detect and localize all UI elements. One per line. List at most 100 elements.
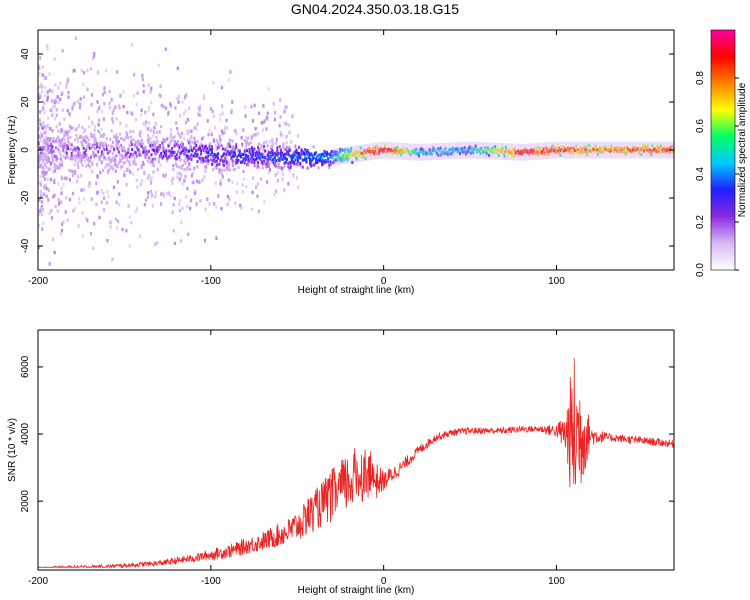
spectro-cell [279, 130, 282, 134]
spectro-cell [650, 149, 653, 153]
spectro-cell [135, 146, 138, 150]
spectro-cell [537, 146, 540, 150]
spectro-cell [115, 135, 118, 140]
spectro-cell [139, 144, 142, 148]
spectro-cell [586, 152, 589, 156]
spectro-cell [65, 151, 68, 155]
spectro-cell [278, 123, 281, 128]
spectro-cell [42, 160, 45, 165]
spectro-cell [221, 159, 224, 163]
spectro-cell [194, 152, 197, 156]
spectro-cell [60, 138, 63, 142]
spectro-cell [513, 147, 516, 151]
spectro-cell [86, 145, 89, 149]
spectro-cell [199, 104, 202, 109]
spectro-cell [321, 157, 324, 161]
spectro-cell [273, 192, 276, 197]
spectro-cell [40, 212, 43, 217]
spectro-cell [149, 181, 153, 185]
spectro-cell [287, 182, 290, 186]
spectro-cell [479, 142, 482, 159]
y-tick-label: 20 [20, 96, 31, 108]
spectro-cell [308, 160, 311, 164]
spectro-cell [553, 149, 556, 153]
spectro-cell [116, 180, 119, 184]
spectro-cell [93, 128, 96, 132]
spectro-cell [91, 145, 94, 149]
spectro-cell [221, 104, 224, 108]
spectro-cell [182, 112, 186, 116]
spectro-cell [502, 143, 505, 160]
spectro-cell [450, 142, 453, 160]
spectro-cell [219, 117, 222, 122]
spectro-cell [207, 151, 210, 155]
spectro-cell [168, 149, 171, 153]
spectro-cell [184, 150, 187, 154]
spectro-cell [421, 147, 424, 151]
spectro-cell [96, 100, 99, 104]
spectro-cell [98, 157, 101, 161]
spectro-cell [296, 158, 299, 162]
spectro-cell [633, 147, 636, 151]
spectro-cell [404, 149, 407, 153]
spectro-cell [282, 142, 285, 146]
spectro-cell [115, 154, 118, 158]
spectro-cell [62, 154, 65, 158]
colorbar: 0.00.20.40.60.8 Normalized spectral ampl… [695, 29, 748, 277]
spectro-cell [168, 143, 172, 148]
spectro-cell [616, 141, 618, 159]
spectro-cell [213, 157, 216, 161]
spectro-cell [70, 157, 73, 161]
spectro-cell [207, 132, 210, 137]
spectro-cell [185, 148, 188, 152]
spectro-cell [169, 104, 172, 108]
spectro-cell [506, 149, 509, 153]
spectro-cell [165, 149, 168, 153]
spectro-cell [52, 137, 55, 141]
spectro-cell [220, 155, 223, 159]
spectro-cell [437, 147, 440, 151]
spectro-cell [201, 178, 204, 182]
spectro-cell [283, 164, 286, 168]
spectro-cell [306, 166, 309, 170]
spectro-cell [245, 142, 248, 146]
spectro-cell [630, 141, 633, 159]
spectro-cell [125, 153, 128, 157]
spectro-cell [279, 154, 282, 158]
spectro-cell [323, 154, 326, 158]
spectro-cell [146, 195, 150, 199]
spectro-cell [48, 146, 51, 150]
spectro-cell [253, 147, 256, 151]
spectro-cell [79, 159, 82, 163]
spectro-cell [651, 150, 654, 154]
spectro-cell [489, 149, 492, 153]
spectro-cell [42, 185, 45, 190]
spectro-cell [183, 95, 187, 99]
spectro-cell [209, 148, 212, 152]
spectro-cell [243, 157, 246, 161]
spectro-cell [440, 142, 443, 160]
spectro-cell [151, 160, 154, 164]
spectro-cell [59, 97, 62, 102]
spectro-cell [128, 215, 131, 220]
spectro-cell [110, 129, 113, 133]
spectro-cell [266, 111, 269, 115]
spectro-cell [92, 151, 95, 155]
spectro-cell [214, 155, 217, 159]
spectro-cell [353, 153, 356, 157]
spectro-cell [59, 130, 62, 134]
spectro-cell [375, 144, 378, 148]
spectro-cell [176, 175, 179, 180]
spectro-cell [57, 198, 60, 202]
spectro-cell [227, 166, 230, 170]
spectro-cell [225, 168, 228, 172]
spectro-cell [215, 144, 218, 148]
spectro-cell [589, 149, 592, 153]
spectro-cell [143, 172, 146, 176]
spectro-cell [354, 145, 357, 163]
spectro-cell [166, 157, 169, 161]
spectro-cell [171, 210, 174, 215]
spectro-cell [55, 108, 58, 112]
spectro-cell [178, 155, 181, 159]
spectro-cell [155, 135, 158, 139]
